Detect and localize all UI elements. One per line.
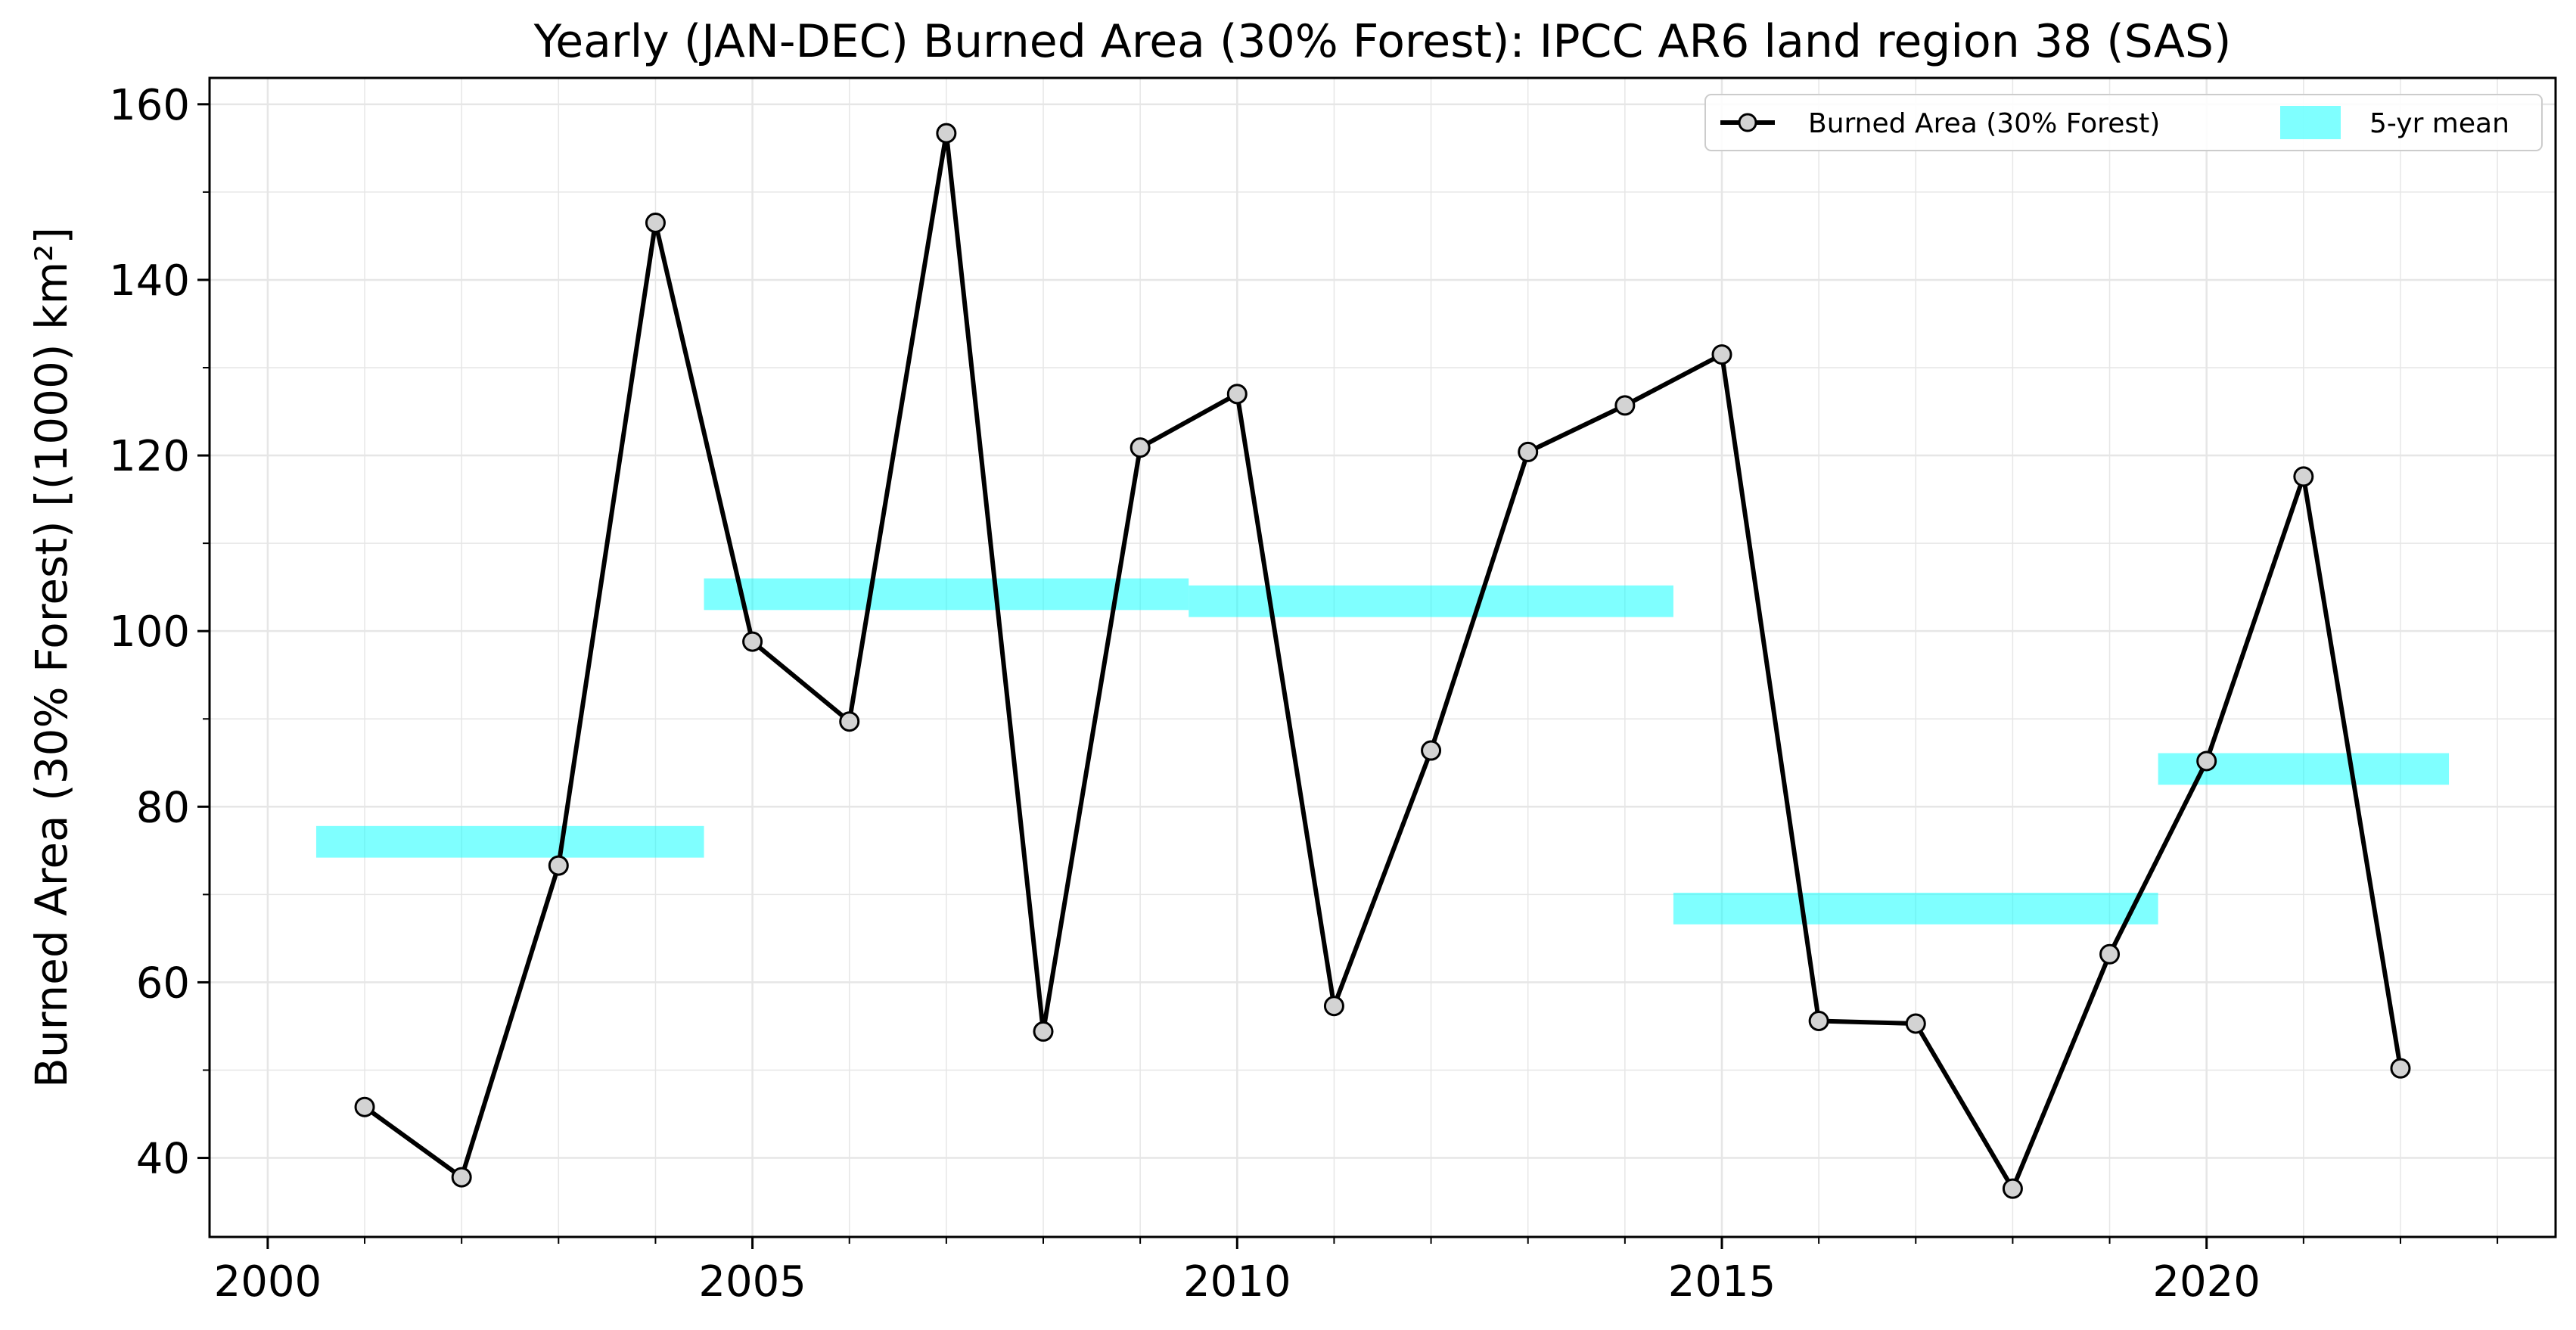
- legend: Burned Area (30% Forest) 5-yr mean: [1704, 94, 2543, 151]
- x-tick-label: 2010: [1183, 1257, 1291, 1307]
- data-point: [354, 1096, 375, 1117]
- data-point: [839, 711, 860, 732]
- data-point: [1226, 384, 1248, 405]
- plot-frame: [208, 76, 2557, 1238]
- legend-band-swatch: [2280, 106, 2341, 139]
- y-tick-label: 140: [109, 256, 190, 306]
- x-tick-label: 2005: [698, 1257, 806, 1307]
- y-tick-label: 100: [109, 608, 190, 657]
- y-tick-label: 160: [109, 81, 190, 130]
- data-point: [451, 1167, 472, 1188]
- data-point: [1033, 1021, 1054, 1042]
- burned-area-series: [354, 123, 2411, 1199]
- legend-label-5yr-mean: 5-yr mean: [2369, 108, 2509, 139]
- y-tick-label: 120: [109, 432, 190, 481]
- grid: [210, 78, 2556, 1237]
- x-tick-label: 2015: [1668, 1257, 1776, 1307]
- axis-ticks: 2000 2005 2010 2015 2020 40 60 80 100 120 140 160: [109, 81, 2499, 1307]
- x-tick-label: 2000: [214, 1257, 322, 1307]
- mean-band: [1189, 585, 1673, 617]
- data-point: [936, 123, 957, 144]
- y-tick-label: 80: [136, 783, 190, 832]
- data-point: [645, 213, 666, 233]
- series-line: [363, 131, 2403, 1192]
- data-point: [1808, 1010, 1829, 1031]
- mean-band: [315, 825, 704, 858]
- five-year-mean-bands: [315, 578, 2450, 924]
- legend-marker-swatch: [1738, 113, 1757, 132]
- data-point: [2293, 466, 2314, 487]
- data-point: [1130, 437, 1151, 458]
- data-point: [1518, 441, 1539, 462]
- data-point: [2099, 943, 2121, 965]
- data-point: [2390, 1058, 2411, 1079]
- data-point: [1421, 740, 1442, 761]
- data-point: [2002, 1178, 2023, 1199]
- y-tick-label: 60: [136, 959, 190, 1008]
- mean-band: [704, 578, 1189, 611]
- data-point: [742, 631, 763, 652]
- chart-title: Yearly (JAN-DEC) Burned Area (30% Forest…: [533, 15, 2232, 68]
- data-point: [2196, 750, 2217, 772]
- mean-band: [1673, 893, 2158, 924]
- y-axis-label: Burned Area (30% Forest) [(1000) km²]: [26, 227, 77, 1088]
- data-point: [1711, 344, 1732, 365]
- legend-label-burned-area: Burned Area (30% Forest): [1808, 108, 2160, 139]
- x-tick-label: 2020: [2152, 1257, 2261, 1307]
- y-tick-label: 40: [136, 1135, 190, 1184]
- data-point: [548, 855, 569, 876]
- data-point: [1323, 996, 1344, 1017]
- data-point: [1905, 1013, 1926, 1034]
- data-point: [1614, 395, 1636, 416]
